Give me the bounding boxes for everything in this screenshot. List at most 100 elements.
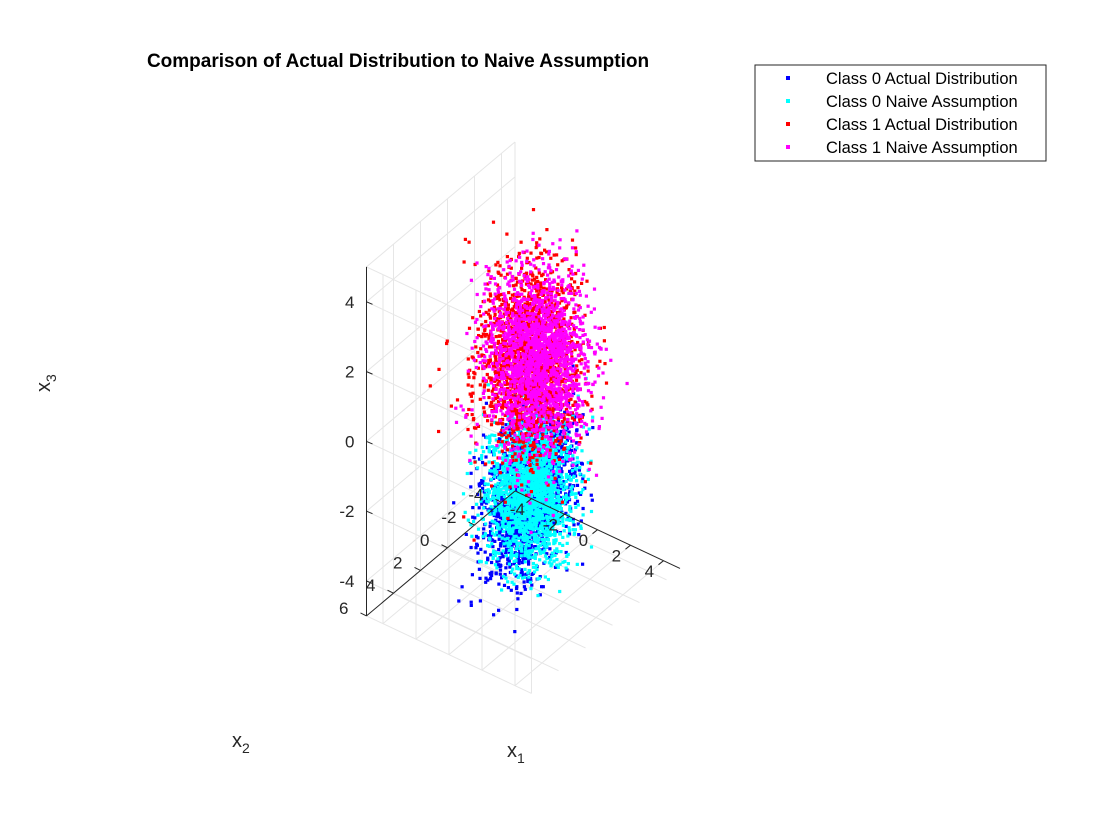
data-point xyxy=(501,525,506,529)
data-point xyxy=(543,533,547,537)
data-point xyxy=(524,523,528,527)
data-point xyxy=(556,489,560,493)
data-point xyxy=(537,546,541,550)
data-point xyxy=(534,500,538,504)
data-point xyxy=(564,493,568,497)
data-point xyxy=(540,548,544,552)
data-point xyxy=(532,565,536,569)
data-point xyxy=(495,489,500,493)
data-point xyxy=(548,556,552,560)
data-point xyxy=(491,377,495,381)
data-point xyxy=(510,512,514,516)
data-point xyxy=(523,486,527,490)
data-point xyxy=(513,572,517,576)
data-point xyxy=(530,533,534,537)
data-point xyxy=(480,454,484,458)
data-point xyxy=(481,332,485,336)
data-point xyxy=(485,436,489,440)
data-point xyxy=(550,310,554,314)
data-point xyxy=(488,434,492,438)
data-point xyxy=(497,530,501,535)
data-point xyxy=(479,314,483,318)
data-point xyxy=(491,220,496,224)
data-point xyxy=(546,524,550,528)
data-point xyxy=(485,363,489,367)
data-point xyxy=(523,554,527,558)
data-point xyxy=(576,286,580,290)
data-point xyxy=(496,563,501,567)
data-point xyxy=(567,493,571,497)
data-point xyxy=(518,525,522,529)
data-point xyxy=(543,541,547,545)
data-point xyxy=(502,453,506,457)
data-point xyxy=(542,424,546,428)
data-point xyxy=(527,506,531,510)
data-point xyxy=(508,468,512,473)
data-point xyxy=(512,582,516,586)
data-point xyxy=(486,558,490,562)
data-point xyxy=(517,466,521,470)
data-point xyxy=(503,469,507,473)
data-point xyxy=(513,503,517,507)
data-point xyxy=(482,410,486,414)
data-point xyxy=(507,463,511,467)
data-point xyxy=(515,506,519,510)
data-point xyxy=(478,397,482,401)
data-point xyxy=(534,525,538,529)
data-point xyxy=(561,543,565,547)
data-point xyxy=(513,491,518,495)
data-point xyxy=(533,556,537,560)
data-point xyxy=(492,448,496,452)
data-point xyxy=(498,484,502,488)
data-point xyxy=(500,449,504,453)
data-point xyxy=(486,482,490,486)
data-point xyxy=(561,456,565,460)
data-point xyxy=(561,488,565,492)
data-point xyxy=(493,563,498,567)
data-point xyxy=(492,364,496,369)
data-point xyxy=(504,465,508,469)
data-point xyxy=(550,516,554,520)
data-point xyxy=(482,450,486,454)
data-point xyxy=(505,541,509,545)
data-point xyxy=(575,562,579,566)
data-point xyxy=(464,532,468,536)
data-point xyxy=(569,335,573,339)
data-point xyxy=(576,460,580,464)
data-point xyxy=(469,523,473,527)
data-point xyxy=(506,459,511,463)
data-point xyxy=(586,369,590,373)
data-point xyxy=(457,599,461,603)
data-point xyxy=(518,480,522,484)
data-point xyxy=(558,481,562,485)
data-point xyxy=(479,547,483,551)
data-point xyxy=(524,502,528,506)
data-point xyxy=(559,550,563,554)
data-point xyxy=(538,496,542,500)
data-point xyxy=(537,474,541,478)
data-point xyxy=(511,529,515,534)
data-point xyxy=(524,405,528,409)
data-point xyxy=(541,505,545,509)
data-point xyxy=(539,402,543,406)
data-point xyxy=(484,310,488,314)
data-point xyxy=(535,529,540,533)
data-point xyxy=(539,512,543,516)
data-point xyxy=(504,576,508,580)
data-point xyxy=(564,456,568,460)
data-point xyxy=(508,487,512,491)
data-point xyxy=(530,554,534,558)
data-point xyxy=(478,599,482,603)
data-point xyxy=(500,483,504,487)
data-point xyxy=(504,393,508,397)
data-point xyxy=(531,523,535,527)
data-point xyxy=(498,568,503,572)
data-point xyxy=(540,585,544,589)
data-point xyxy=(536,472,540,476)
data-point xyxy=(574,505,578,509)
data-point xyxy=(523,560,527,564)
data-point xyxy=(525,409,529,413)
data-point xyxy=(489,294,493,298)
data-point xyxy=(534,553,538,557)
data-point xyxy=(469,394,473,398)
